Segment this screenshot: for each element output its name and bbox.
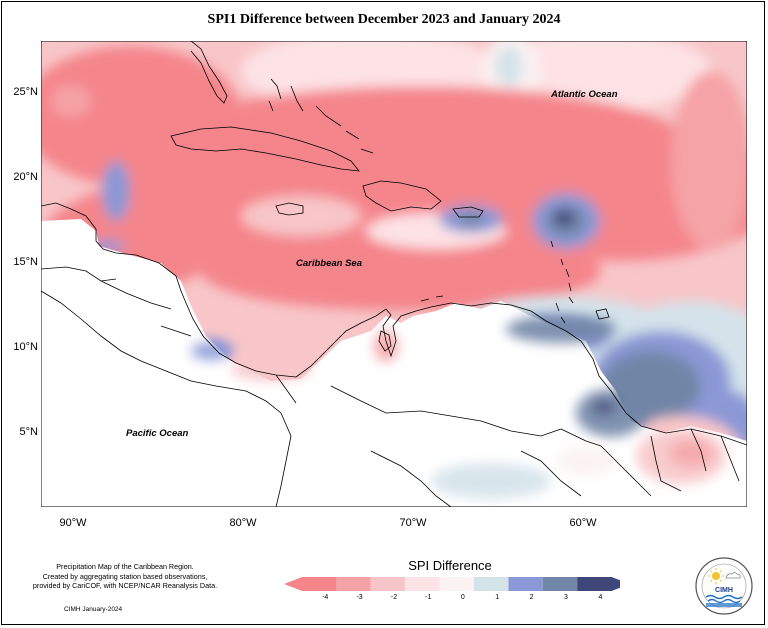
lat-label-10n: 10°N: [13, 341, 38, 353]
cimh-logo-label: CIMH: [715, 587, 733, 594]
legend-tick-label: -2: [390, 594, 398, 601]
sun-icon: [708, 568, 724, 584]
legend-colorbar: [284, 577, 620, 591]
cimh-logo: CIMH: [695, 557, 753, 615]
credit-line-3: provided by CariCOF, with NCEP/NCAR Rean…: [32, 581, 218, 590]
lon-label-80w: 80°W: [229, 517, 257, 529]
legend-tick-label: -1: [425, 594, 432, 601]
lon-label-70w: 70°W: [399, 517, 427, 529]
cloud-icon: [725, 572, 741, 579]
legend-swatch: [336, 577, 371, 591]
pacific-ocean-label: Pacific Ocean: [126, 428, 189, 439]
map-panel: [41, 41, 747, 507]
legend-swatch: [508, 577, 543, 591]
map-title: SPI1 Difference between December 2023 an…: [207, 12, 561, 27]
legend-title: SPI Difference: [408, 558, 492, 573]
legend-swatch: [284, 577, 337, 591]
lat-label-5n: 5°N: [19, 426, 38, 438]
legend-tick-label: 0: [460, 594, 465, 601]
lon-label-60w: 60°W: [569, 517, 597, 529]
legend-swatch: [474, 577, 509, 591]
caribbean-sea-label: Caribbean Sea: [296, 258, 362, 269]
lat-label-20n: 20°N: [13, 171, 38, 183]
credit-stamp: CIMH January-2024: [64, 606, 123, 613]
atlantic-ocean-label: Atlantic Ocean: [551, 89, 618, 100]
lat-label-15n: 15°N: [13, 256, 38, 268]
waves-icon: [705, 594, 743, 604]
legend-tick-label: 2: [529, 594, 534, 601]
legend-swatch: [542, 577, 578, 591]
legend-tick-label: 1: [495, 594, 500, 601]
credit-line-2: Created by aggregating station based obs…: [42, 571, 208, 581]
legend-tick-label: 4: [598, 594, 603, 601]
credit-line-1: Precipitation Map of the Caribbean Regio…: [56, 562, 194, 571]
legend-tick-label: -4: [322, 594, 329, 601]
lat-label-25n: 25°N: [13, 86, 38, 98]
legend-swatch: [370, 577, 406, 591]
lon-label-90w: 90°W: [59, 517, 87, 529]
legend-swatch: [577, 577, 620, 591]
legend-swatch: [405, 577, 440, 591]
legend-tick-label: -3: [356, 594, 363, 601]
legend-tick-label: 3: [564, 594, 568, 601]
legend-swatch: [439, 577, 474, 591]
credit-text: Precipitation Map of the Caribbean Regio…: [14, 562, 236, 591]
